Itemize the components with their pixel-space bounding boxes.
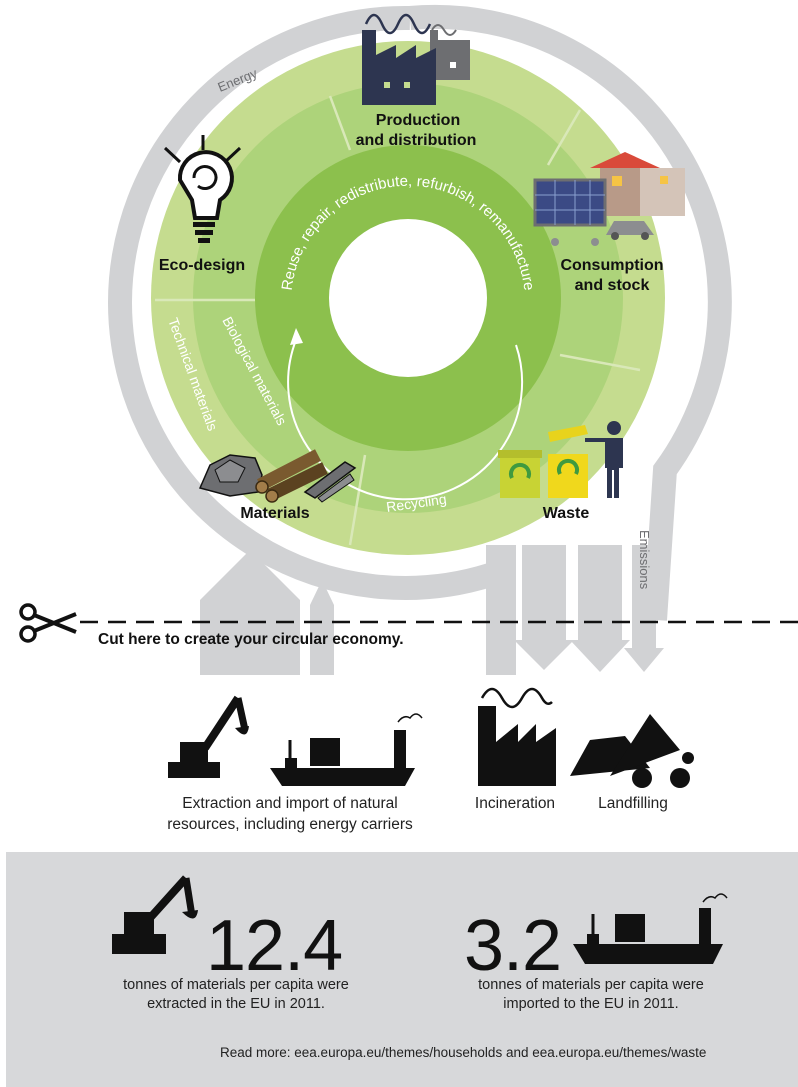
consumption-label-1: Consumption: [560, 257, 663, 274]
excavator-icon: [112, 875, 198, 954]
waste-bins-icon: [498, 421, 623, 498]
imported-value: 3.2: [464, 906, 562, 986]
materials-label: Materials: [240, 505, 309, 522]
scissors-icon: [19, 603, 77, 643]
consumption-label-2: and stock: [575, 277, 650, 294]
circular-economy-diagram: Reuse, repair, redistribute, refurbish, …: [108, 4, 732, 675]
emissions-label: Emissions: [637, 530, 652, 590]
excavator-icon: [168, 695, 249, 784]
factory-icon: [362, 13, 470, 105]
production-label-2: and distribution: [356, 132, 477, 149]
inner-loop-arrow: [287, 339, 524, 501]
landfill-truck-icon: [570, 714, 694, 788]
statistics-panel: 12.4 tonnes of materials per capita were…: [6, 852, 798, 1087]
imported-caption: tonnes of materials per capita were impo…: [436, 976, 746, 1014]
incineration-caption: Incineration: [474, 795, 556, 812]
imported-caption-line2: imported to the EU in 2011.: [503, 996, 679, 1012]
extraction-caption-line2: resources, including energy carriers: [167, 816, 413, 833]
waste-label: Waste: [543, 505, 590, 522]
imported-caption-line1: tonnes of materials per capita were: [478, 977, 704, 993]
energy-ring: [108, 4, 732, 621]
cut-line: [19, 603, 798, 643]
center-hole: [329, 219, 487, 377]
extracted-value: 12.4: [206, 906, 343, 986]
output-arrows: [486, 545, 664, 675]
extraction-caption: Extraction and import of natural resourc…: [140, 793, 440, 835]
input-arrows: [200, 550, 334, 675]
cargo-ship-icon: [270, 713, 423, 786]
read-more-links[interactable]: Read more: eea.europa.eu/themes/househol…: [220, 1045, 707, 1060]
cargo-ship-icon: [573, 893, 728, 964]
incineration-plant-icon: [478, 687, 556, 786]
landfilling-caption: Landfilling: [598, 795, 668, 812]
extracted-caption: tonnes of materials per capita were extr…: [81, 976, 391, 1014]
lightbulb-icon: [163, 135, 242, 243]
resource-icons: [168, 687, 694, 788]
extracted-caption-line1: tonnes of materials per capita were: [123, 977, 349, 993]
materials-icon: [198, 449, 357, 503]
ecodesign-label: Eco-design: [159, 257, 245, 274]
production-label-1: Production: [376, 112, 460, 129]
extracted-caption-line2: extracted in the EU in 2011.: [147, 996, 325, 1012]
consumption-icon: [533, 152, 685, 246]
cut-line-text: Cut here to create your circular economy…: [98, 631, 404, 648]
extraction-caption-line1: Extraction and import of natural: [182, 795, 398, 812]
